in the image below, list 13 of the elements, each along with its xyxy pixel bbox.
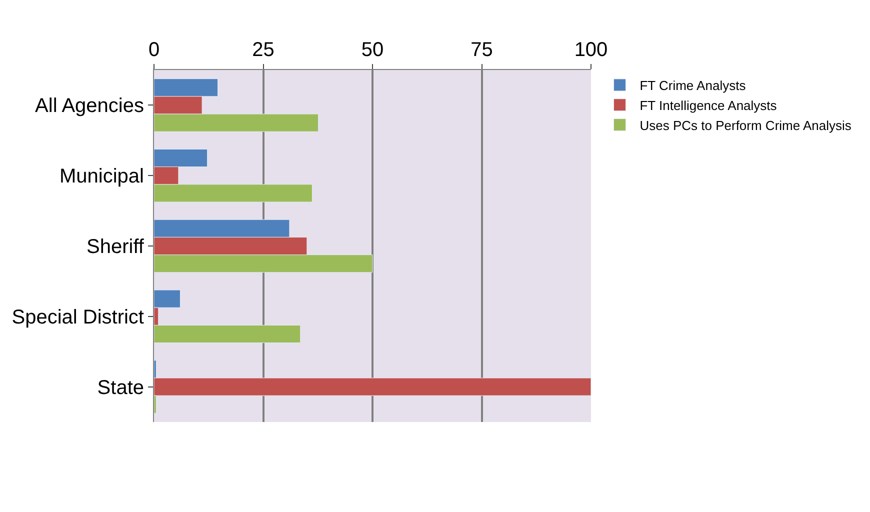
y-tick-label: Special District (12, 306, 144, 328)
y-tick-label: Municipal (60, 166, 144, 188)
legend-label: FT Crime Analysts (640, 78, 746, 94)
legend-label: FT Intelligence Analysts (640, 98, 778, 113)
x-tick-label: 0 (148, 39, 160, 61)
x-tick-label: 25 (252, 39, 274, 61)
y-tick-label: State (97, 376, 144, 399)
y-tick-label: Sheriff (86, 236, 144, 258)
x-tick-label: 50 (361, 39, 384, 61)
x-tick-label: 75 (470, 39, 493, 61)
legend-label: Uses PCs to Perform Crime Analysis (640, 118, 852, 133)
x-tick-label: 100 (574, 39, 608, 61)
y-tick-label: All Agencies (35, 95, 144, 118)
